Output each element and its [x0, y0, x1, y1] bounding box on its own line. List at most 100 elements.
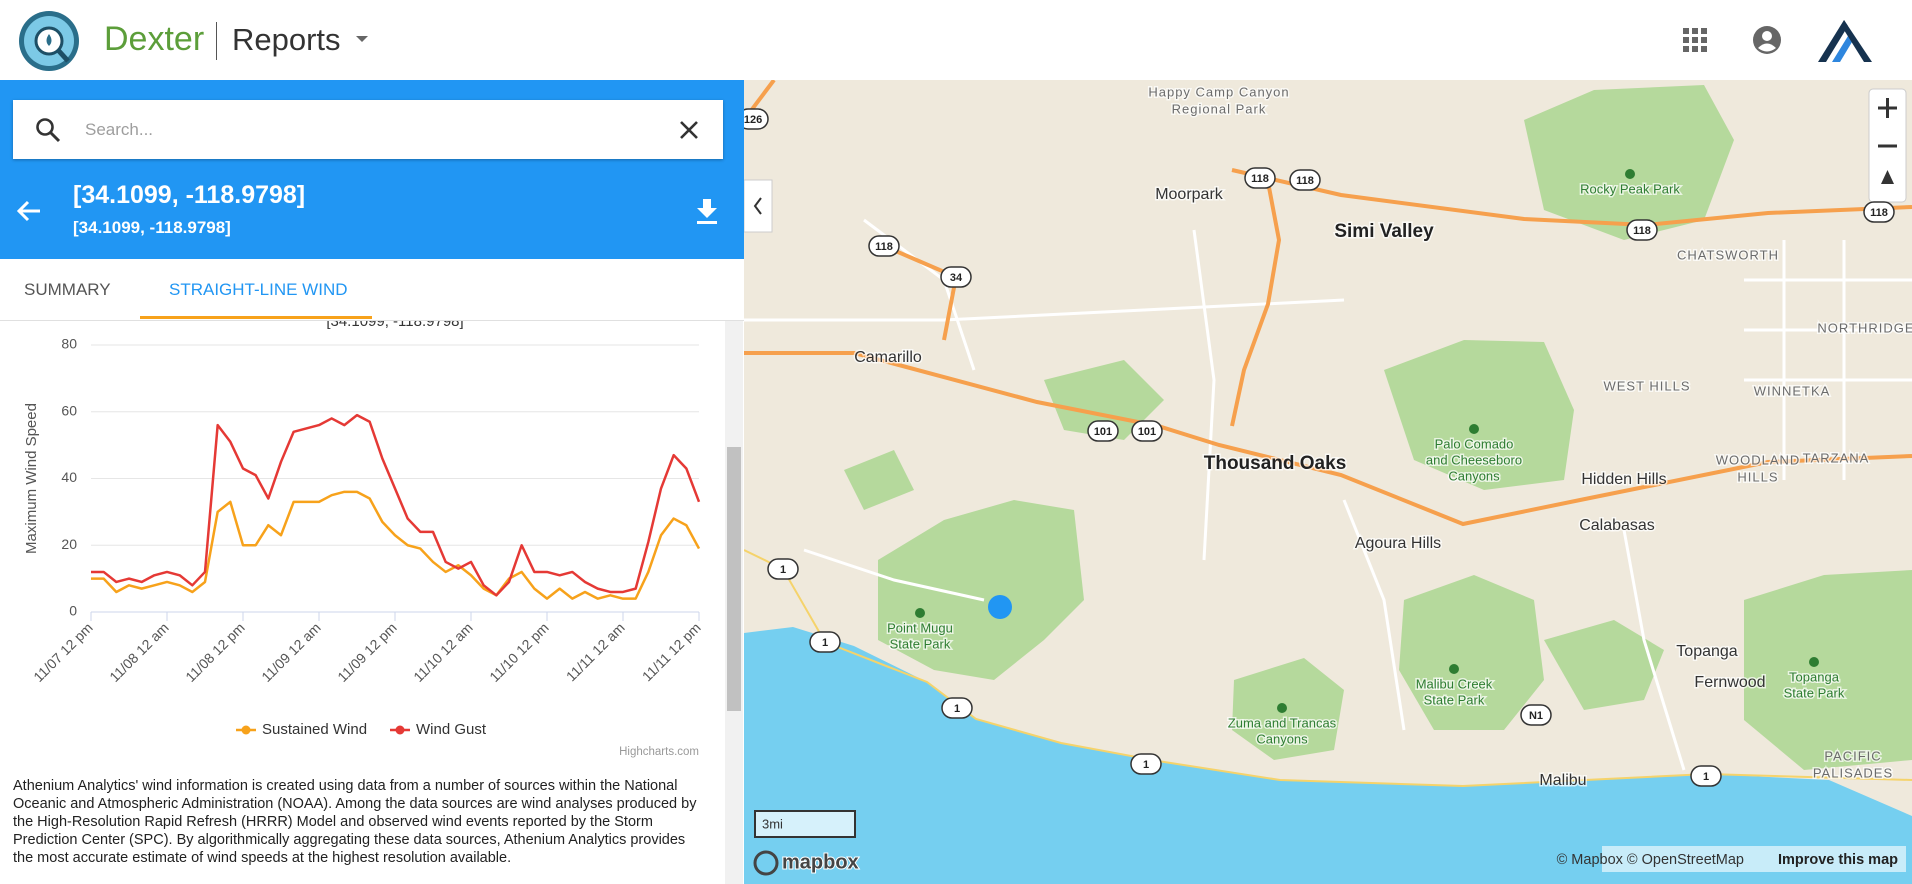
- road-shield-label: 118: [875, 241, 893, 253]
- park-icon: [915, 608, 925, 618]
- place-label: HILLS: [1737, 469, 1778, 484]
- road-shield: [940, 266, 972, 288]
- road-shield-label: 101: [1138, 426, 1156, 438]
- collapse-button[interactable]: [744, 179, 773, 233]
- place-label: Regional Park: [1172, 101, 1267, 116]
- location-marker[interactable]: [988, 595, 1012, 619]
- tab[interactable]: SUMMARY: [24, 280, 111, 299]
- tab-active[interactable]: STRAIGHT-LINE WIND: [169, 280, 348, 299]
- place-label: Zuma and Trancas: [1228, 715, 1337, 730]
- chart-title: [34.1099, -118.9798]: [326, 321, 463, 330]
- y-tick-label: 60: [61, 402, 77, 418]
- place-label: Canyons: [1448, 468, 1500, 483]
- clear-icon[interactable]: [679, 120, 699, 140]
- place-label: State Park: [1424, 692, 1485, 707]
- road-shield: [767, 558, 799, 580]
- park-icon: [1449, 664, 1459, 674]
- zoom-in[interactable]: [1878, 98, 1897, 118]
- place-label: Happy Camp Canyon: [1148, 84, 1289, 99]
- y-axis-title: Maximum Wind Speed: [23, 403, 40, 554]
- road-shield-label: 126: [744, 114, 762, 126]
- dropdown-arrow[interactable]: [354, 34, 370, 44]
- map[interactable]: Happy Camp Canyon Regional Park Moorpark Si…: [744, 80, 1912, 884]
- road-shield-label: 101: [1094, 426, 1112, 438]
- road-shield: [1863, 201, 1895, 223]
- section-name[interactable]: Reports: [232, 22, 341, 57]
- legend-marker: [241, 725, 251, 735]
- park-icon: [1469, 424, 1479, 434]
- road-shield: [1520, 704, 1552, 726]
- location-title: [34.1099, -118.9798]: [73, 181, 306, 209]
- header: Dexter Reports: [0, 0, 1912, 81]
- road-shield-label: 1: [954, 703, 960, 715]
- road-shield: [1626, 219, 1658, 241]
- road-shield: [1131, 420, 1163, 442]
- x-tick-label: 11/09 12 am: [258, 619, 324, 685]
- road-shield-label: 34: [950, 272, 963, 284]
- attribution: © Mapbox © OpenStreetMap: [1557, 852, 1744, 868]
- search-box[interactable]: Search...: [13, 100, 723, 159]
- place-label: Topanga: [1676, 643, 1737, 660]
- compass[interactable]: [1881, 170, 1894, 184]
- brand-logo[interactable]: [1814, 16, 1876, 64]
- legend-label: Sustained Wind: [262, 721, 367, 738]
- account-icon[interactable]: [1752, 25, 1782, 55]
- chart-credit: Highcharts.com: [619, 746, 699, 758]
- road-shield: [809, 631, 841, 653]
- place-label: Thousand Oaks: [1204, 453, 1347, 474]
- scale-bar: [754, 810, 856, 838]
- road-shield-label: 118: [1251, 173, 1269, 185]
- road-shield-label: N1: [1529, 710, 1543, 722]
- download-icon[interactable]: [696, 198, 718, 224]
- x-tick-label: 11/07 12 pm: [30, 619, 96, 685]
- back-icon[interactable]: [16, 200, 42, 222]
- x-tick-label: 11/10 12 pm: [486, 619, 552, 685]
- road-shield: [744, 108, 769, 130]
- place-label: PALISADES: [1813, 765, 1893, 780]
- tab-indicator: [140, 316, 372, 319]
- logo[interactable]: [14, 8, 84, 74]
- mapbox-logo: mapbox: [782, 851, 859, 873]
- coast-highway: [744, 549, 1912, 788]
- search-icon: [36, 118, 61, 143]
- road-shield: [1244, 167, 1276, 189]
- app-name: Dexter: [104, 20, 205, 58]
- place-label: Canyons: [1256, 731, 1308, 746]
- apps-icon[interactable]: [1682, 27, 1708, 53]
- x-tick-label: 11/08 12 am: [106, 619, 172, 685]
- road-shield-label: 1: [1703, 771, 1709, 783]
- series-line: [91, 490, 701, 600]
- place-label: Simi Valley: [1334, 221, 1434, 242]
- scroll-thumb[interactable]: [727, 447, 741, 711]
- road-shield-label: 1: [822, 637, 828, 649]
- park-icon: [1625, 169, 1635, 179]
- mapbox-icon: [753, 850, 779, 876]
- ocean: [744, 627, 1912, 884]
- place-label: Agoura Hills: [1355, 535, 1441, 552]
- side-panel: Search... [34.1099, -118.9798] [34.1099,…: [0, 80, 744, 884]
- place-label: Camarillo: [854, 349, 922, 366]
- place-label: Topanga: [1789, 669, 1840, 684]
- road-shield: [1690, 765, 1722, 787]
- x-tick-label: 11/09 12 pm: [334, 619, 400, 685]
- place-label: and Cheeseboro: [1426, 452, 1522, 467]
- search-placeholder[interactable]: Search...: [85, 120, 154, 139]
- map-controls: [744, 88, 1907, 876]
- improve-map-link[interactable]: Improve this map: [1778, 852, 1898, 868]
- y-tick-label: 0: [69, 603, 77, 619]
- x-tick-label: 11/08 12 pm: [182, 619, 248, 685]
- place-label: TARZANA: [1803, 450, 1870, 465]
- place-label: Moorpark: [1155, 186, 1224, 203]
- legend-label: Wind Gust: [416, 721, 487, 738]
- road-shield-label: 1: [1143, 759, 1149, 771]
- place-label: Rocky Peak Park: [1580, 181, 1680, 196]
- place-label: PACIFIC: [1824, 748, 1881, 763]
- scrollbar[interactable]: [725, 321, 743, 884]
- road-shield: [1289, 169, 1321, 191]
- legend-marker: [395, 725, 405, 735]
- tab-bar: SUMMARY STRAIGHT-LINE WIND: [0, 259, 744, 321]
- collapse-arrow: [753, 197, 762, 215]
- scale-label: 3mi: [762, 816, 783, 831]
- place-label: State Park: [890, 636, 951, 651]
